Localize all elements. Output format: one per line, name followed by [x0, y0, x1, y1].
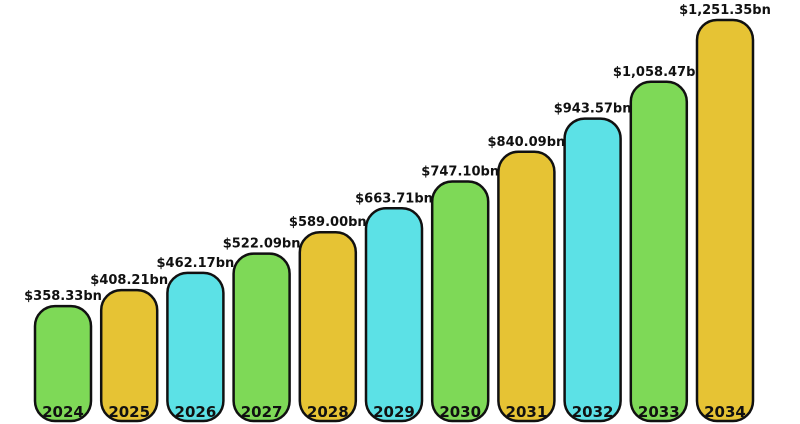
- category-label-2034: 2034: [704, 403, 746, 421]
- category-label-2031: 2031: [506, 403, 548, 421]
- value-label-2029: $663.71bn: [355, 191, 433, 206]
- value-label-2033: $1,058.47bn: [613, 65, 705, 80]
- value-label-2024: $358.33bn: [24, 289, 102, 304]
- category-label-2024: 2024: [42, 403, 84, 421]
- category-label-2028: 2028: [307, 403, 349, 421]
- category-label-2027: 2027: [241, 403, 283, 421]
- bar-2034: [695, 18, 755, 423]
- value-label-2026: $462.17bn: [157, 256, 235, 271]
- bar-2031: [497, 150, 556, 423]
- value-label-2032: $943.57bn: [554, 102, 632, 117]
- value-label-2034: $1,251.35bn: [679, 3, 771, 18]
- bar-2032: [563, 117, 622, 423]
- bar-2028: [298, 230, 358, 423]
- bar-2025: [99, 288, 159, 423]
- category-label-2033: 2033: [638, 403, 680, 421]
- bar-2029: [364, 207, 424, 423]
- category-label-2030: 2030: [439, 403, 481, 421]
- bar-2026: [166, 271, 225, 423]
- category-label-2029: 2029: [373, 403, 415, 421]
- value-label-2025: $408.21bn: [90, 273, 168, 288]
- value-label-2028: $589.00bn: [289, 215, 367, 230]
- bar-2033: [629, 80, 689, 423]
- category-label-2025: 2025: [108, 403, 150, 421]
- value-label-2027: $522.09bn: [223, 237, 301, 252]
- bar-2030: [430, 180, 490, 423]
- bar-2024: [33, 304, 93, 423]
- category-label-2026: 2026: [175, 403, 217, 421]
- value-label-2031: $840.09bn: [488, 135, 566, 150]
- category-label-2032: 2032: [572, 403, 614, 421]
- bar-2027: [232, 252, 291, 423]
- value-label-2030: $747.10bn: [421, 165, 499, 180]
